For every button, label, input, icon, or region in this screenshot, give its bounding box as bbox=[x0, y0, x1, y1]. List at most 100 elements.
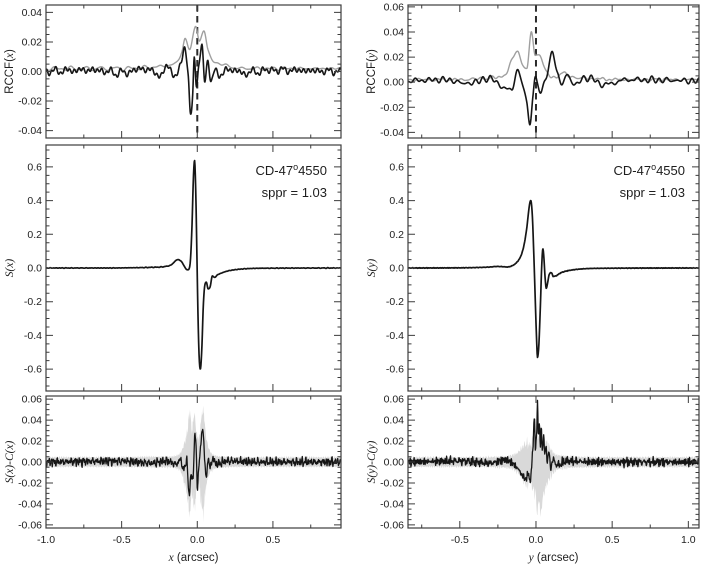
panel-plot-area bbox=[46, 159, 341, 370]
x-tick-label: -0.5 bbox=[113, 534, 131, 546]
panel-plot-area bbox=[46, 5, 341, 138]
y-tick-label: 0.06 bbox=[384, 394, 405, 406]
y-tick-label: 0.04 bbox=[22, 7, 43, 19]
y-axis-title-segment: y bbox=[366, 52, 378, 59]
panel-s-x: -0.6 -0.4 -0.2 0.0 0.2 0.4 0.6 S(x) CD-47o4550 sp… bbox=[4, 144, 342, 392]
y-tick-label: -0.02 bbox=[18, 96, 42, 108]
annotation-star-name-prefix: CD-47 bbox=[255, 163, 293, 178]
y-tick-label: -0.2 bbox=[386, 296, 404, 308]
y-tick-label: 0.02 bbox=[384, 436, 405, 448]
y-axis-title: S(x) bbox=[4, 259, 16, 278]
x-axis-title-segment: (arcsec) bbox=[174, 552, 219, 564]
x-tick-label: -0.5 bbox=[451, 534, 469, 546]
y-tick-label: -0.04 bbox=[18, 125, 42, 137]
curve-reference-ccf-gray bbox=[408, 31, 699, 83]
y-axis-title-segment: RCCF( bbox=[366, 58, 378, 94]
y-axis-title: RCCF(y) bbox=[366, 49, 378, 94]
annotation-star-name-suffix: 4550 bbox=[656, 163, 685, 178]
y-tick-label: -0.06 bbox=[18, 519, 42, 531]
panel-sy-minus-cy: -0.06 -0.04 -0.02 0.00 0.02 0.04 0.06 -0.5 0.0 0.… bbox=[366, 394, 700, 564]
x-axis-title-segment: x bbox=[168, 552, 175, 564]
panel-plot-area bbox=[408, 199, 699, 359]
y-tick-label: 0.2 bbox=[27, 229, 42, 241]
x-tick-label: 0.5 bbox=[605, 534, 620, 546]
y-tick-label: 0.0 bbox=[27, 263, 42, 275]
y-axis-title-segment: ) bbox=[366, 49, 378, 53]
panel-plot-area bbox=[408, 399, 699, 517]
y-axis-title: S(y)-C(y) bbox=[366, 440, 378, 483]
x-axis-title-segment: (arcsec) bbox=[534, 552, 579, 564]
annotation-star-name: CD-47o4550 bbox=[255, 162, 327, 178]
y-tick-label: 0.4 bbox=[389, 195, 404, 207]
x-axis-title: y (arcsec) bbox=[528, 552, 579, 564]
annotation-star-name-prefix: CD-47 bbox=[613, 163, 651, 178]
y-tick-label: 0.0 bbox=[389, 263, 404, 275]
y-tick-label: 0.02 bbox=[22, 36, 43, 48]
annotation-star-name-suffix: 4550 bbox=[298, 163, 327, 178]
panel-plot-area bbox=[408, 5, 699, 138]
y-tick-label: -0.06 bbox=[380, 519, 404, 531]
annotation-sppr-value: sppr = 1.03 bbox=[620, 185, 685, 200]
y-axis-title-segment: S(x)-C(x) bbox=[4, 440, 16, 483]
y-tick-label: 0.04 bbox=[22, 415, 43, 427]
annotation-star-name: CD-47o4550 bbox=[613, 162, 685, 178]
x-axis-title: x (arcsec) bbox=[168, 552, 219, 564]
y-tick-label: -0.04 bbox=[380, 498, 404, 510]
panel-rccf-x: -0.04 -0.02 0.00 0.02 0.04 RCCF(x) bbox=[4, 4, 342, 139]
annotation-sppr-value: sppr = 1.03 bbox=[262, 185, 327, 200]
curve-residual-black bbox=[408, 399, 699, 484]
y-tick-label: 0.00 bbox=[384, 457, 405, 469]
y-tick-label: -0.04 bbox=[18, 498, 42, 510]
panel-sx-minus-cx: -0.06 -0.04 -0.02 0.00 0.02 0.04 0.06 -1.0 -0.5 0… bbox=[4, 394, 342, 564]
y-axis-title-segment: S(x) bbox=[4, 259, 16, 278]
y-tick-label: 0.04 bbox=[384, 26, 405, 38]
y-tick-label: 0.4 bbox=[27, 195, 42, 207]
panel-plot-area bbox=[46, 405, 341, 523]
axis-ticks bbox=[408, 145, 699, 391]
y-tick-label: -0.6 bbox=[24, 364, 42, 376]
y-tick-label: 0.6 bbox=[389, 161, 404, 173]
y-axis-title-segment: ) bbox=[4, 49, 16, 53]
annotation-degree-superscript: o bbox=[651, 162, 656, 172]
axis-ticks bbox=[45, 145, 341, 391]
y-tick-label: 0.02 bbox=[22, 436, 43, 448]
y-tick-label: 0.00 bbox=[22, 66, 43, 78]
y-tick-label: -0.6 bbox=[386, 364, 404, 376]
curve-reference-ccf-gray bbox=[46, 25, 341, 72]
curve-star-ccf-black bbox=[46, 43, 341, 115]
annotation-degree-superscript: o bbox=[293, 162, 298, 172]
axis-ticks bbox=[408, 5, 699, 138]
y-tick-label: 0.2 bbox=[389, 229, 404, 241]
y-axis-title: S(x)-C(x) bbox=[4, 440, 16, 483]
y-tick-label: -0.4 bbox=[24, 330, 42, 342]
y-axis-title-segment: RCCF( bbox=[4, 58, 16, 94]
x-tick-label: 0.0 bbox=[529, 534, 544, 546]
y-axis-title-segment: x bbox=[4, 52, 16, 59]
panel-s-y: -0.6 -0.4 -0.2 0.0 0.2 0.4 0.6 S(y) CD-47o4550 sp… bbox=[366, 144, 700, 392]
uncertainty-band bbox=[408, 424, 699, 517]
axis-ticks bbox=[45, 396, 341, 528]
y-tick-label: -0.4 bbox=[386, 330, 404, 342]
x-axis-title-segment: y bbox=[528, 552, 535, 564]
y-tick-label: 0.06 bbox=[22, 394, 43, 406]
curve-spectroastrometric-signal-black bbox=[408, 199, 699, 359]
curve-residual-black bbox=[46, 428, 341, 497]
y-tick-label: 0.06 bbox=[384, 1, 405, 13]
x-tick-label: 0.5 bbox=[266, 534, 281, 546]
y-tick-label: -0.2 bbox=[24, 296, 42, 308]
panel-rccf-y: -0.04 -0.02 0.00 0.02 0.04 0.06 RCCF(y) bbox=[366, 1, 700, 139]
y-tick-label: 0.02 bbox=[384, 52, 405, 64]
y-tick-label: 0.00 bbox=[22, 457, 43, 469]
x-tick-label: 0.0 bbox=[190, 534, 205, 546]
y-tick-label: 0.04 bbox=[384, 415, 405, 427]
axis-ticks bbox=[408, 396, 699, 528]
curve-star-ccf-black bbox=[408, 50, 699, 126]
y-axis-title-segment: S(y) bbox=[366, 259, 378, 278]
y-tick-label: -0.02 bbox=[380, 477, 404, 489]
y-axis-title: S(y) bbox=[366, 259, 378, 278]
y-axis-title-segment: S(y)-C(y) bbox=[366, 440, 378, 483]
y-tick-label: -0.02 bbox=[18, 477, 42, 489]
y-tick-label: 0.6 bbox=[27, 161, 42, 173]
